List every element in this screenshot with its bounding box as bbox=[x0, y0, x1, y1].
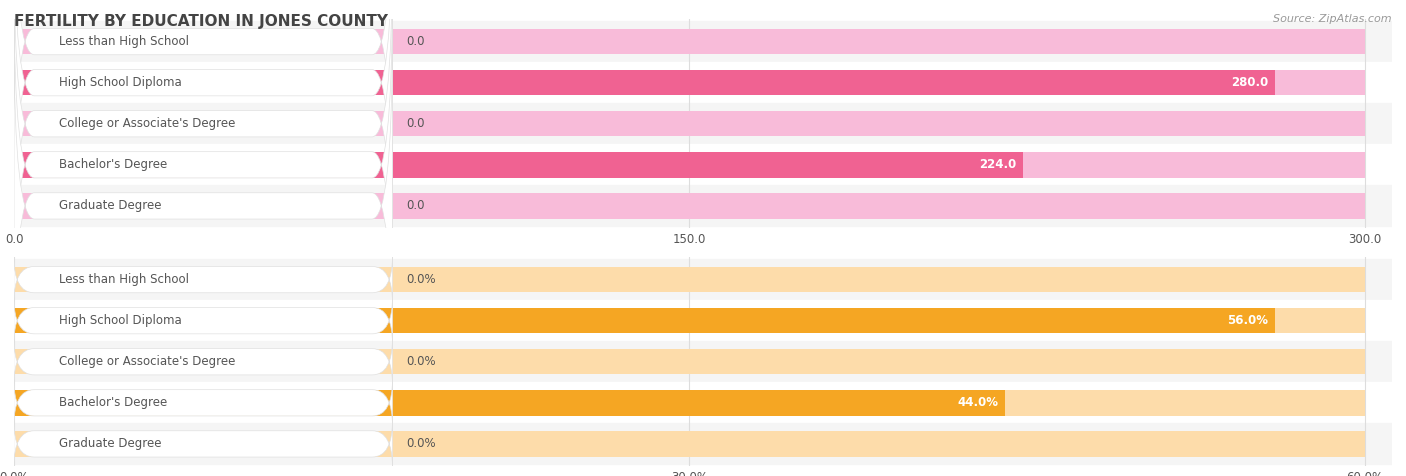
FancyBboxPatch shape bbox=[14, 0, 392, 296]
Text: College or Associate's Degree: College or Associate's Degree bbox=[59, 355, 236, 368]
Text: 224.0: 224.0 bbox=[979, 159, 1017, 171]
Bar bbox=[14, 21, 1392, 62]
Bar bbox=[14, 382, 1392, 423]
Bar bbox=[14, 70, 1275, 95]
Text: Less than High School: Less than High School bbox=[59, 273, 190, 286]
Text: Less than High School: Less than High School bbox=[59, 35, 190, 48]
Text: 280.0: 280.0 bbox=[1230, 76, 1268, 89]
Bar bbox=[14, 70, 1365, 95]
Text: 0.0: 0.0 bbox=[406, 117, 425, 130]
Text: 0.0%: 0.0% bbox=[406, 437, 436, 450]
Text: College or Associate's Degree: College or Associate's Degree bbox=[59, 117, 236, 130]
Bar bbox=[14, 341, 1392, 382]
Bar bbox=[14, 152, 1365, 178]
Bar bbox=[14, 103, 1392, 144]
Bar bbox=[14, 423, 1392, 465]
FancyBboxPatch shape bbox=[14, 0, 392, 213]
Bar bbox=[14, 259, 1392, 300]
Text: Source: ZipAtlas.com: Source: ZipAtlas.com bbox=[1274, 14, 1392, 24]
Text: FERTILITY BY EDUCATION IN JONES COUNTY: FERTILITY BY EDUCATION IN JONES COUNTY bbox=[14, 14, 388, 30]
Text: 56.0%: 56.0% bbox=[1227, 314, 1268, 327]
FancyBboxPatch shape bbox=[14, 34, 392, 377]
FancyBboxPatch shape bbox=[14, 338, 392, 386]
FancyBboxPatch shape bbox=[14, 297, 392, 345]
Bar bbox=[14, 308, 1275, 333]
FancyBboxPatch shape bbox=[14, 0, 392, 337]
FancyBboxPatch shape bbox=[14, 379, 392, 426]
Text: 44.0%: 44.0% bbox=[957, 397, 998, 409]
Text: High School Diploma: High School Diploma bbox=[59, 314, 183, 327]
Bar bbox=[14, 390, 1005, 416]
Text: 0.0: 0.0 bbox=[406, 199, 425, 212]
Text: 0.0%: 0.0% bbox=[406, 273, 436, 286]
Bar bbox=[14, 300, 1392, 341]
Text: Graduate Degree: Graduate Degree bbox=[59, 199, 162, 212]
Bar bbox=[14, 111, 1365, 137]
Bar bbox=[14, 144, 1392, 185]
Bar bbox=[14, 308, 1365, 333]
Bar bbox=[14, 62, 1392, 103]
Bar bbox=[14, 267, 1365, 292]
Bar bbox=[14, 193, 1365, 218]
Text: Graduate Degree: Graduate Degree bbox=[59, 437, 162, 450]
Bar bbox=[14, 152, 1022, 178]
Bar bbox=[14, 29, 1365, 54]
Text: Bachelor's Degree: Bachelor's Degree bbox=[59, 397, 167, 409]
Bar bbox=[14, 390, 1365, 416]
FancyBboxPatch shape bbox=[14, 420, 392, 468]
Text: 0.0%: 0.0% bbox=[406, 355, 436, 368]
FancyBboxPatch shape bbox=[14, 0, 392, 254]
Text: High School Diploma: High School Diploma bbox=[59, 76, 183, 89]
Bar bbox=[14, 349, 1365, 375]
Bar bbox=[14, 185, 1392, 227]
FancyBboxPatch shape bbox=[14, 256, 392, 303]
Bar bbox=[14, 431, 1365, 456]
Text: Bachelor's Degree: Bachelor's Degree bbox=[59, 159, 167, 171]
Text: 0.0: 0.0 bbox=[406, 35, 425, 48]
